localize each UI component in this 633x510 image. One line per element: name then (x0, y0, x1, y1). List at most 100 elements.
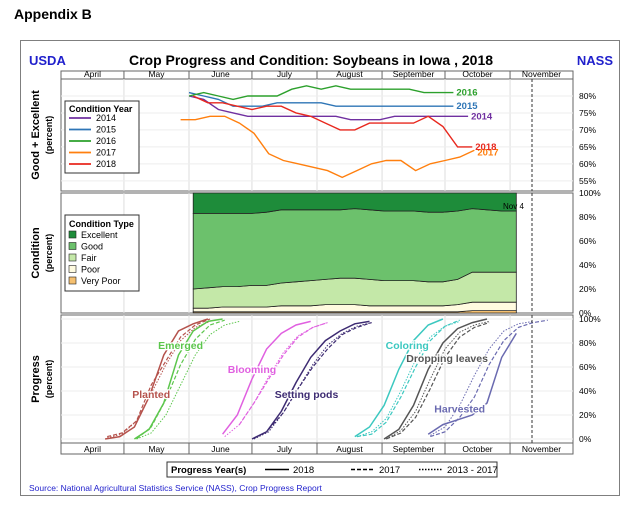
legend-label-fair: Fair (81, 253, 97, 263)
legend-label-2018: 2018 (96, 159, 116, 169)
stage-label-coloring: Coloring (386, 340, 429, 352)
progress-year-legend-items: 2018 2017 2013 - 2017 (265, 465, 498, 476)
y-tick-label: 60% (579, 362, 596, 372)
progress-line-blooming-y2018 (222, 320, 311, 435)
y-tick-label: 100% (579, 314, 601, 324)
y-tick-label: 0% (579, 308, 592, 318)
end-label-2016: 2016 (456, 88, 477, 99)
legend-label-poor: Poor (81, 265, 100, 275)
condition-line-2018 (192, 95, 473, 148)
y-tick-label: 100% (579, 188, 601, 198)
month-label: October (462, 69, 492, 79)
stage-label-harvested: Harvested (434, 404, 485, 416)
y-tick-label: 75% (579, 108, 596, 118)
good-excellent-ylabel: Good + Excellent (30, 90, 42, 180)
progress-y-ticks: 0% 20% 40% 60% 80% 100% (579, 314, 601, 444)
legend-label-dashed: 2017 (379, 465, 400, 476)
progress-panel: 0% 20% 40% 60% 80% 100% Planted Emerged Bloomin… (30, 314, 601, 444)
condition-type-legend-box (64, 214, 140, 292)
source-note: Source: National Agricultural Statistics… (29, 483, 323, 493)
progress-line-coloring-avg (356, 320, 460, 438)
y-tick-label: 60% (579, 236, 596, 246)
condition-ylabel-sub: (percent) (44, 234, 54, 273)
progress-line-coloring-y2017 (356, 319, 460, 438)
y-tick-label: 80% (579, 212, 596, 222)
month-label: June (211, 444, 230, 454)
nov4-annotation: Nov 4 (503, 202, 524, 211)
stage-label-planted: Planted (132, 389, 170, 401)
condition-year-legend-box (64, 100, 140, 174)
stage-label-blooming: Blooming (228, 364, 276, 376)
progress-year-legend-title: Progress Year(s) (171, 465, 246, 476)
condition-line-2016 (188, 85, 454, 101)
y-tick-label: 70% (579, 125, 596, 135)
month-label: June (211, 69, 230, 79)
appendix-label: Appendix B (14, 6, 92, 22)
condition-line-2017 (180, 115, 475, 179)
legend-label-very-poor: Very Poor (81, 276, 121, 286)
month-label: November (522, 69, 561, 79)
month-label: September (393, 444, 435, 454)
usda-label: USDA (29, 53, 66, 68)
month-label: May (148, 69, 165, 79)
condition-y-ticks: 0% 20% 40% 60% 80% 100% (579, 188, 601, 318)
y-tick-label: 40% (579, 386, 596, 396)
condition-ylabel: Condition (30, 227, 42, 279)
month-label: August (336, 444, 363, 454)
legend-label-2016: 2016 (96, 136, 116, 146)
month-label: November (522, 444, 561, 454)
y-tick-label: 40% (579, 260, 596, 270)
end-label-2017: 2017 (477, 147, 498, 158)
chart-title: Crop Progress and Condition: Soybeans in… (129, 52, 493, 68)
legend-label-2015: 2015 (96, 125, 116, 135)
progress-year-legend-box (166, 461, 498, 478)
y-tick-label: 60% (579, 159, 596, 169)
legend-label-excellent: Excellent (81, 230, 118, 240)
progress-line-planted-avg (107, 320, 211, 439)
progress-line-coloring-y2018 (354, 318, 444, 438)
progress-line-harvested-y2017 (430, 319, 548, 438)
progress-line-setting-pods-avg (253, 322, 372, 440)
legend-label-2014: 2014 (96, 113, 116, 123)
progress-ylabel: Progress (30, 355, 42, 403)
y-tick-label: 65% (579, 142, 596, 152)
progress-lines (104, 318, 548, 440)
progress-line-planted-y2017 (107, 318, 211, 438)
good-excellent-y-ticks: 55% 60% 65% 70% 75% 80% (579, 91, 596, 186)
end-label-2018: 2018 (475, 142, 496, 153)
condition-area-excellent (192, 192, 517, 214)
condition-panel: 0% 20% 40% 60% 80% 100% Nov 4 Condition (perc… (30, 188, 601, 318)
legend-swatch-good (68, 242, 77, 250)
progress-line-blooming-y2017 (238, 322, 328, 425)
month-label: April (84, 69, 101, 79)
condition-areas (192, 192, 517, 314)
chart-panel: USDA Crop Progress and Condition: Soybea… (20, 40, 620, 496)
progress-line-setting-pods-y2018 (251, 320, 370, 440)
stage-label-dropping-leaves: Dropping leaves (406, 353, 488, 365)
legend-swatch-poor (68, 265, 77, 273)
good-excellent-panel: 55%60%65%70%75%80% 20142015201620172018 … (30, 78, 596, 192)
stage-label-setting-pods: Setting pods (275, 389, 339, 401)
legend-label-good: Good (81, 242, 103, 252)
condition-line-2014 (188, 95, 469, 121)
month-label: October (462, 444, 492, 454)
legend-label-dotted: 2013 - 2017 (447, 465, 498, 476)
end-label-2015: 2015 (456, 101, 478, 112)
month-label: April (84, 444, 101, 454)
progress-line-dropping-leaves-avg (385, 320, 490, 440)
y-tick-label: 0% (579, 434, 592, 444)
month-label: May (148, 444, 165, 454)
progress-stage-labels: Planted Emerged Blooming Setting pods Colori… (131, 339, 489, 417)
progress-ylabel-sub: (percent) (44, 360, 54, 399)
condition-type-legend-title: Condition Type (69, 219, 134, 229)
stage-label-emerged: Emerged (158, 340, 203, 352)
progress-year-legend: Progress Year(s) 2018 2017 2013 - 2017 (166, 461, 498, 478)
end-label-2014: 2014 (471, 111, 493, 122)
month-label: August (336, 69, 363, 79)
good-excellent-ylabel-sub: (percent) (44, 116, 54, 155)
month-label: September (393, 69, 435, 79)
legend-label-solid: 2018 (293, 465, 314, 476)
